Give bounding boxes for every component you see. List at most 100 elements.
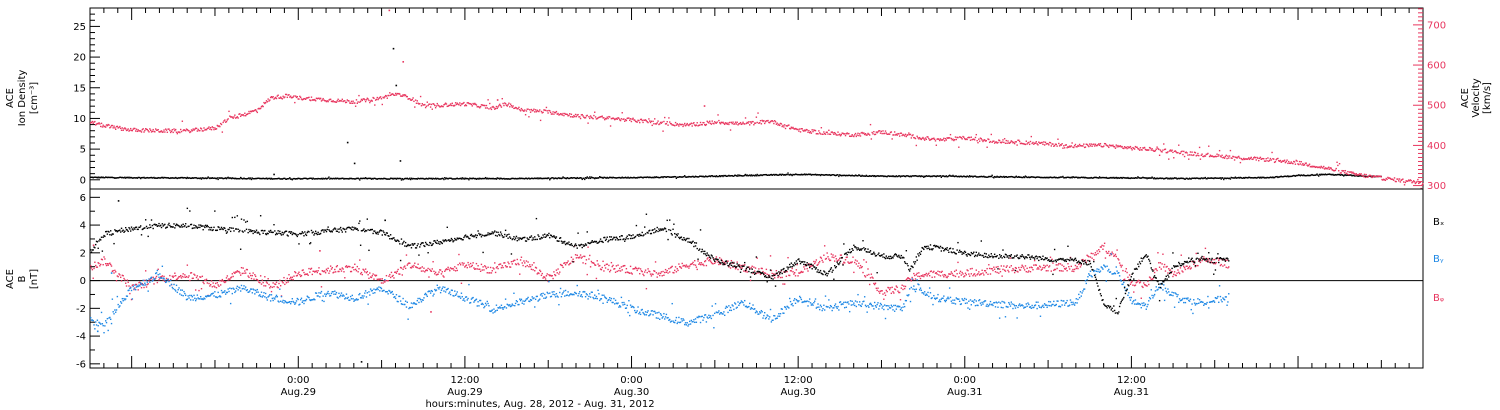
density-point xyxy=(1003,176,1006,179)
velocity-point xyxy=(695,124,698,126)
velocity-point xyxy=(210,128,213,131)
density-point xyxy=(659,176,662,179)
velocity-tick-label: 500 xyxy=(1427,101,1446,112)
velocity-point xyxy=(831,131,833,133)
velocity-point xyxy=(1135,146,1137,148)
density-point xyxy=(1008,176,1011,178)
density-point xyxy=(918,175,920,177)
bz-point xyxy=(254,274,256,276)
velocity-point xyxy=(299,95,301,98)
velocity-point xyxy=(1243,158,1246,161)
density-point xyxy=(671,176,673,178)
bz-point xyxy=(414,262,416,264)
velocity-point xyxy=(168,128,170,130)
density-point xyxy=(201,177,204,179)
bz-point xyxy=(1173,273,1175,276)
velocity-point xyxy=(1413,181,1416,183)
density-point xyxy=(1181,177,1183,180)
density-point xyxy=(544,177,547,179)
bz-point xyxy=(691,262,693,265)
bz-point xyxy=(775,269,778,272)
velocity-point xyxy=(1092,143,1094,146)
bz-point xyxy=(1224,259,1227,261)
density-point xyxy=(763,174,765,176)
bz-point xyxy=(200,288,203,290)
density-point xyxy=(577,177,579,179)
bz-point xyxy=(564,264,567,266)
density-point xyxy=(275,178,278,180)
density-point xyxy=(741,175,743,177)
velocity-point xyxy=(725,122,728,125)
density-point xyxy=(1273,176,1276,179)
density-point xyxy=(1269,176,1272,178)
density-point xyxy=(313,178,315,180)
density-point xyxy=(1224,177,1227,179)
velocity-point xyxy=(913,136,915,139)
velocity-point xyxy=(712,122,714,125)
velocity-point xyxy=(1233,159,1236,161)
velocity-point xyxy=(1195,155,1197,157)
velocity-point xyxy=(229,116,232,118)
density-point xyxy=(149,177,151,179)
velocity-point xyxy=(373,97,375,100)
density-point xyxy=(596,177,598,179)
velocity-point xyxy=(304,98,306,100)
velocity-point xyxy=(1161,151,1163,153)
bz-point xyxy=(1039,266,1042,268)
velocity-point xyxy=(596,117,598,120)
bz-point xyxy=(124,282,127,284)
density-point xyxy=(614,177,616,179)
bz-point xyxy=(1050,270,1052,272)
density-point xyxy=(177,177,179,179)
bz-point xyxy=(529,265,532,268)
velocity-point xyxy=(114,128,117,130)
bz-point xyxy=(556,272,558,274)
velocity-point xyxy=(1286,159,1288,161)
velocity-point xyxy=(1029,140,1032,143)
velocity-point xyxy=(479,105,482,108)
velocity-point xyxy=(399,95,402,97)
velocity-point xyxy=(384,94,387,97)
density-point xyxy=(216,177,219,179)
bz-point xyxy=(1115,255,1117,258)
density-point xyxy=(1112,177,1114,179)
density-point xyxy=(802,173,804,176)
bz-point xyxy=(249,274,252,277)
density-point xyxy=(383,177,385,180)
velocity-tick-label: 600 xyxy=(1427,61,1446,72)
velocity-point xyxy=(94,120,96,123)
velocity-point xyxy=(615,117,618,120)
density-point xyxy=(736,175,738,177)
density-point xyxy=(1297,174,1299,177)
bz-point xyxy=(1018,269,1021,271)
bz-point xyxy=(342,268,344,270)
density-point xyxy=(766,174,768,176)
density-point xyxy=(1167,178,1169,180)
bz-point xyxy=(194,274,196,276)
velocity-point xyxy=(1006,142,1008,144)
density-point xyxy=(124,177,127,179)
bz-point xyxy=(910,280,913,282)
velocity-point xyxy=(1209,154,1212,156)
density-point xyxy=(682,176,684,178)
velocity-point xyxy=(629,119,631,121)
density-point xyxy=(853,175,856,177)
density-point xyxy=(132,177,134,179)
velocity-point xyxy=(331,100,334,103)
density-point xyxy=(446,177,448,180)
velocity-point xyxy=(505,104,508,106)
velocity-point xyxy=(353,102,355,104)
velocity-point xyxy=(1042,143,1044,146)
velocity-point xyxy=(530,108,533,111)
velocity-point xyxy=(1070,145,1072,147)
bz-point xyxy=(399,266,402,269)
bz-point xyxy=(768,275,771,277)
velocity-point xyxy=(362,98,364,100)
velocity-point xyxy=(246,113,249,115)
velocity-point xyxy=(843,133,846,135)
density-point xyxy=(674,176,677,178)
velocity-point xyxy=(919,138,922,140)
density-point xyxy=(1007,176,1009,178)
density-spike xyxy=(353,162,356,165)
velocity-point xyxy=(890,131,893,133)
